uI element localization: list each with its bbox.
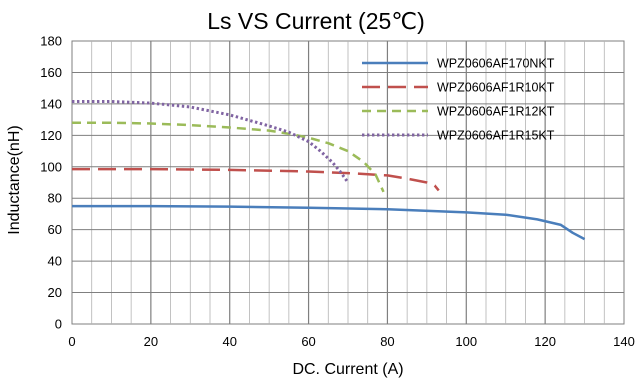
x-tick-label: 100 — [455, 334, 477, 349]
x-tick-label: 40 — [222, 334, 236, 349]
y-tick-label: 20 — [48, 285, 62, 300]
grid — [71, 40, 625, 325]
y-tick-label: 80 — [48, 191, 62, 206]
series-line-1 — [72, 204, 586, 241]
y-tick-label: 180 — [40, 34, 62, 49]
legend-label-4: WPZ0606AF1R15KT — [437, 129, 555, 143]
series-layer — [72, 100, 586, 241]
legend-label-2: WPZ0606AF1R10KT — [437, 81, 555, 95]
y-tick-label: 0 — [55, 317, 62, 332]
series-line-3 — [72, 121, 385, 193]
series-line-2 — [72, 167, 440, 192]
x-axis-label: DC. Current (A) — [292, 361, 403, 378]
y-tick-label: 160 — [40, 65, 62, 80]
y-tick-label: 60 — [48, 222, 62, 237]
chart-title: Ls VS Current (25℃) — [207, 8, 425, 34]
x-tick-label: 120 — [534, 334, 556, 349]
y-tick-label: 40 — [48, 254, 62, 269]
x-tick-label: 0 — [68, 334, 75, 349]
legend-label-1: WPZ0606AF170NKT — [437, 57, 555, 71]
y-tick-label: 100 — [40, 159, 62, 174]
y-axis-label: Inductance(nH) — [6, 125, 23, 234]
y-tick-label: 140 — [40, 96, 62, 111]
x-tick-label: 20 — [144, 334, 158, 349]
tick-labels: 0 20 40 60 80 100 120 140 0 20 40 60 80 100 120 140 160 1… — [40, 34, 635, 350]
series-line-4 — [72, 100, 350, 184]
x-tick-label: 60 — [301, 334, 315, 349]
y-tick-label: 120 — [40, 128, 62, 143]
legend-label-3: WPZ0606AF1R12KT — [437, 105, 555, 119]
x-tick-label: 80 — [380, 334, 394, 349]
x-tick-label: 140 — [613, 334, 635, 349]
legend: WPZ0606AF170NKT WPZ0606AF1R10KT WPZ0606AF1… — [362, 57, 555, 143]
